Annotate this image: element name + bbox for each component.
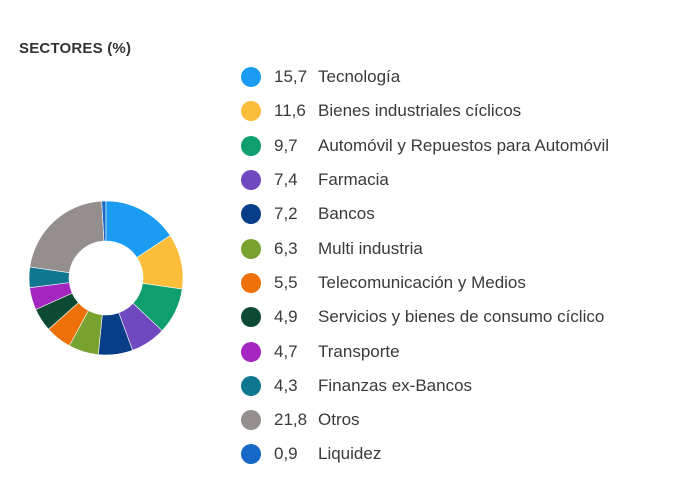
legend-label: Transporte [318,341,400,361]
legend-item: 6,3 Multi industria [241,231,609,265]
legend-value: 5,5 [274,272,298,292]
legend-label: Bancos [318,204,375,224]
legend-label: Bienes industriales cíclicos [318,101,522,121]
legend-label: Multi industria [318,238,423,258]
legend-swatch-icon [241,101,261,122]
legend-value: 4,7 [274,341,298,361]
legend-item: 4,3 Finanzas ex-Bancos [241,369,609,403]
legend-value: 7,2 [274,204,298,224]
legend-item: 15,7 Tecnología [241,60,609,94]
legend-label: Liquidez [318,444,382,464]
legend-item: 9,7 Automóvil y Repuestos para Automóvil [241,129,609,163]
legend-value: 6,3 [274,238,298,258]
legend-value: 7,4 [274,170,298,190]
legend-swatch-icon [241,272,261,293]
legend-value: 21,8 [274,410,308,430]
legend-item: 7,2 Bancos [241,197,609,231]
legend-label: Farmacia [318,170,389,190]
legend-swatch-icon [241,238,261,259]
legend-label: Telecomunicación y Medios [318,272,526,292]
legend-value: 15,7 [274,67,308,87]
legend-item: 4,7 Transporte [241,334,609,368]
legend-value: 9,7 [274,135,298,155]
legend-swatch-icon [241,307,261,328]
chart-title: SECTORES (%) [19,40,132,57]
legend-value: 0,9 [274,444,298,464]
legend-item: 4,9 Servicios y bienes de consumo cíclico [241,300,609,334]
legend-item: 11,6 Bienes industriales cíclicos [241,94,609,128]
chart-legend: 15,7 Tecnología 11,6 Bienes industriales cí… [241,60,609,472]
legend-item: 7,4 Farmacia [241,163,609,197]
legend-swatch-icon [241,67,261,88]
legend-item: 21,8 Otros [241,403,609,437]
legend-value: 4,3 [274,375,298,395]
legend-swatch-icon [241,444,261,465]
legend-swatch-icon [241,375,261,396]
donut-chart [28,200,184,356]
legend-label: Servicios y bienes de consumo cíclico [318,307,605,327]
legend-label: Tecnología [318,67,401,87]
legend-swatch-icon [241,410,261,431]
legend-item: 0,9 Liquidez [241,437,609,471]
legend-swatch-icon [241,170,261,191]
legend-swatch-icon [241,204,261,225]
legend-item: 5,5 Telecomunicación y Medios [241,266,609,300]
donut-slice-11 [29,200,105,274]
legend-swatch-icon [241,135,261,156]
legend-value: 4,9 [274,307,298,327]
legend-label: Automóvil y Repuestos para Automóvil [318,135,610,155]
legend-label: Otros [318,410,360,430]
legend-swatch-icon [241,341,261,362]
legend-value: 11,6 [274,101,306,121]
legend-label: Finanzas ex-Bancos [318,375,473,395]
